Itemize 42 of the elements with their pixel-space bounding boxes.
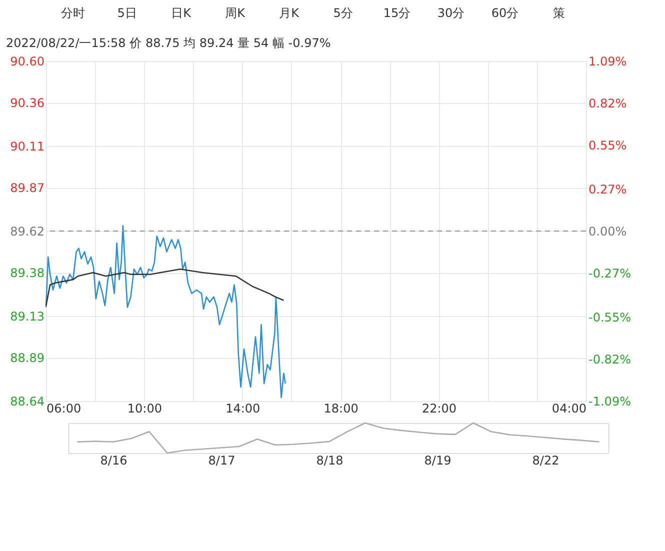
text: 15分 <box>383 6 411 20</box>
y-tick-label: 88.64 <box>10 394 45 408</box>
y-tick-label: 89.87 <box>10 181 45 196</box>
y-tick-label: 89.62 <box>10 224 45 238</box>
y2-tick-label: 0.82% <box>588 96 627 111</box>
text: 策 <box>553 6 566 20</box>
y-tick-label: 90.11 <box>10 140 45 154</box>
x-tick-label: 8/19 <box>424 454 452 468</box>
text: 2022/08/22/一15:58 价 88.75 均 89.24 量 54 幅 -0.97% <box>6 36 331 50</box>
x-tick-label: 8/22 <box>532 454 560 468</box>
y2-tick-label: 0.27% <box>588 182 627 196</box>
x-tick-label: 8/16 <box>100 454 128 468</box>
x-tick-label: 04:00 <box>552 402 587 416</box>
x-tick-label: 22:00 <box>422 402 457 416</box>
text: 分时 <box>61 6 86 20</box>
x-tick-label: 8/17 <box>208 454 236 468</box>
y2-tick-label: -0.82% <box>588 352 631 366</box>
text: 日K <box>171 6 192 20</box>
x-tick-label: 14:00 <box>226 402 260 416</box>
y-tick-label: 90.60 <box>10 54 45 68</box>
y2-tick-label: -1.09% <box>588 394 631 408</box>
y2-tick-label: -0.27% <box>588 266 631 281</box>
text: 月K <box>279 6 300 20</box>
y2-tick-label: 0.55% <box>588 138 627 153</box>
text: 30分 <box>437 6 465 20</box>
y-tick-label: 88.89 <box>10 351 45 366</box>
y2-tick-label: 1.09% <box>588 54 627 68</box>
y2-tick-label: 0.00% <box>588 224 627 238</box>
x-tick-label: 10:00 <box>127 402 162 416</box>
text: 5日 <box>117 6 137 20</box>
text: 60分 <box>491 6 519 20</box>
y2-tick-label: -0.55% <box>588 310 631 324</box>
text: 周K <box>225 6 246 20</box>
x-tick-label: 06:00 <box>46 402 82 416</box>
line-series <box>45 268 284 306</box>
text: 5分 <box>333 6 353 20</box>
x-tick-label: 8/18 <box>316 454 344 468</box>
line-series <box>45 225 286 398</box>
y-tick-label: 89.13 <box>10 310 45 324</box>
y-tick-label: 90.36 <box>10 96 45 110</box>
x-tick-label: 18:00 <box>324 402 358 416</box>
y-tick-label: 89.38 <box>10 266 45 280</box>
